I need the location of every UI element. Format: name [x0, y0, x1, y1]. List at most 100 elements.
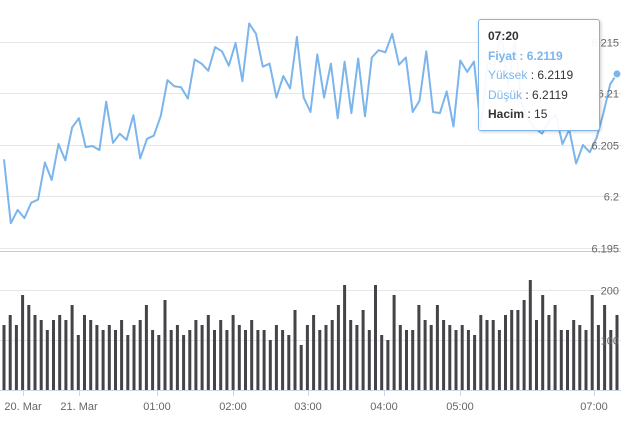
hover-point	[612, 69, 621, 79]
volume-bar	[411, 330, 415, 390]
volume-bar	[144, 305, 148, 390]
volume-bar	[596, 325, 600, 390]
volume-bar	[76, 335, 80, 390]
volume-bar	[528, 280, 532, 390]
volume-bar	[516, 310, 520, 390]
volume-bar	[219, 320, 223, 390]
tooltip-high-row: Yüksek : 6.2119	[488, 68, 574, 82]
grid-lines	[0, 42, 621, 396]
tooltip-high-value: 6.2119	[537, 68, 574, 82]
volume-bar	[89, 320, 93, 390]
volume-bar	[485, 320, 489, 390]
volume-bar	[559, 330, 563, 390]
tooltip-low-label: Düşük	[488, 87, 523, 102]
volume-bar	[318, 330, 322, 390]
volume-bar	[584, 330, 588, 390]
volume-bar	[448, 325, 452, 390]
volume-bar	[312, 315, 316, 390]
price-axis-tick: 6.21	[598, 89, 619, 101]
volume-bar	[473, 335, 477, 390]
tooltip-price-row: Fiyat : 6.2119	[488, 48, 563, 63]
volume-bar	[95, 325, 99, 390]
volume-bar	[256, 330, 260, 390]
volume-bar	[423, 320, 427, 390]
x-axis-label: 04:00	[370, 401, 398, 413]
tooltip-price-label: Fiyat	[488, 48, 517, 63]
tooltip-volume-label: Hacim	[488, 107, 525, 121]
volume-bar	[58, 315, 62, 390]
volume-bar	[398, 325, 402, 390]
volume-bar	[566, 330, 569, 390]
volume-bar	[27, 305, 31, 390]
tooltip-low-value: 6.2119	[532, 87, 568, 102]
volume-bar	[336, 305, 340, 390]
volume-bar	[231, 315, 235, 390]
price-axis-tick: 6.205	[591, 141, 619, 153]
volume-bar	[615, 315, 619, 390]
volume-bar	[114, 330, 117, 390]
volume-bar	[603, 305, 607, 390]
volume-bar	[522, 300, 526, 390]
price-axis-tick: 6.2	[604, 192, 619, 204]
x-axis-label: 07:00	[580, 401, 608, 413]
volume-bar	[83, 315, 86, 390]
volume-bar	[200, 325, 204, 390]
tooltip-volume-value: 15	[534, 107, 548, 121]
volume-bar	[553, 305, 557, 390]
volume-bar	[169, 330, 173, 390]
volume-bar	[52, 320, 55, 390]
volume-bar	[225, 330, 229, 390]
volume-bar	[120, 320, 124, 390]
volume-bar	[497, 330, 501, 390]
volume-bar	[293, 310, 297, 390]
x-axis-label: 02:00	[219, 401, 247, 413]
volume-bar	[454, 330, 458, 390]
tooltip-time: 07:20	[488, 29, 519, 43]
volume-bar	[138, 320, 142, 390]
x-axis-label: 05:00	[446, 401, 474, 413]
volume-bar	[609, 330, 613, 390]
volume-bar	[386, 340, 390, 390]
chart-tooltip: 07:20 Fiyat : 6.2119 Yüksek : 6.2119 Düş…	[478, 19, 600, 131]
volume-bar	[8, 315, 12, 390]
volume-bar	[39, 320, 43, 390]
volume-bar	[194, 320, 198, 390]
volume-bar	[151, 330, 155, 390]
volume-bar	[262, 330, 266, 390]
volume-bar	[188, 330, 192, 390]
volume-bar	[101, 330, 105, 390]
volume-bar	[206, 315, 210, 390]
hover-marker	[612, 69, 621, 79]
volume-bar	[324, 325, 328, 390]
volume-bar	[281, 330, 285, 390]
volume-bar	[126, 335, 130, 390]
volume-bar	[392, 295, 396, 390]
volume-bar	[535, 320, 538, 390]
volume-bar	[504, 315, 507, 390]
volume-bar	[2, 325, 6, 390]
x-axis-label: 21. Mar	[60, 401, 98, 413]
volume-bar	[442, 320, 446, 390]
volume-bar	[64, 320, 68, 390]
volume-bar	[541, 295, 545, 390]
volume-bar	[157, 335, 161, 390]
volume-bar	[349, 320, 353, 390]
volume-bar	[510, 310, 514, 390]
volume-bar	[578, 325, 582, 390]
volume-bar	[491, 320, 495, 390]
volume-bar	[466, 330, 470, 390]
volume-axis-tick: 200	[601, 286, 619, 298]
volume-bar	[274, 325, 278, 390]
tooltip-price-value: 6.2119	[526, 48, 563, 63]
x-axis-label: 01:00	[143, 401, 171, 413]
tooltip-volume-row: Hacim : 15	[488, 107, 548, 121]
volume-bar	[343, 285, 347, 390]
volume-bar	[163, 300, 167, 390]
tooltip-high-label: Yüksek	[488, 68, 528, 82]
volume-bar	[361, 310, 365, 390]
volume-bar	[182, 335, 186, 390]
x-axis-label: 20. Mar	[4, 401, 42, 413]
volume-bar	[355, 325, 359, 390]
volume-bar	[429, 325, 433, 390]
volume-bar	[14, 325, 18, 390]
